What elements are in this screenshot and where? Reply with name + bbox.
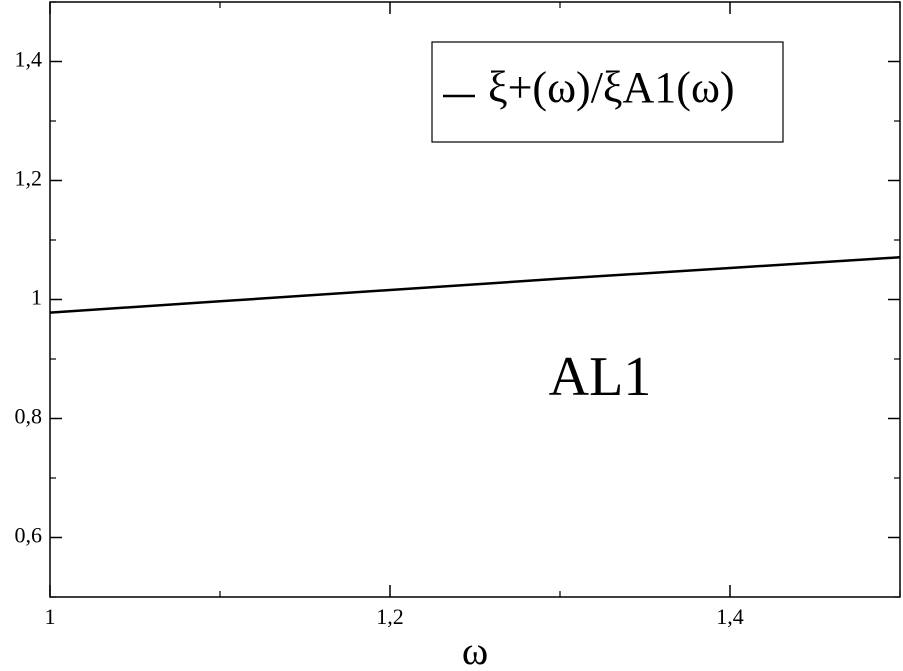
legend-box [431,41,784,143]
y-tick-label: 1,2 [15,166,43,191]
legend-label: ξ+(ω)/ξA1(ω) [488,63,735,112]
y-tick-label: 0,6 [15,523,43,548]
x-tick-label: 1,4 [716,604,744,629]
data-line [49,256,901,314]
y-tick-label: 1 [31,285,42,310]
y-tick-label: 0,8 [15,404,43,429]
y-tick-label: 1,4 [15,47,43,72]
x-tick-label: 1,2 [376,604,404,629]
x-axis-label: ω [462,628,488,671]
annotation: AL1 [549,346,652,408]
x-tick-label: 1 [45,604,56,629]
